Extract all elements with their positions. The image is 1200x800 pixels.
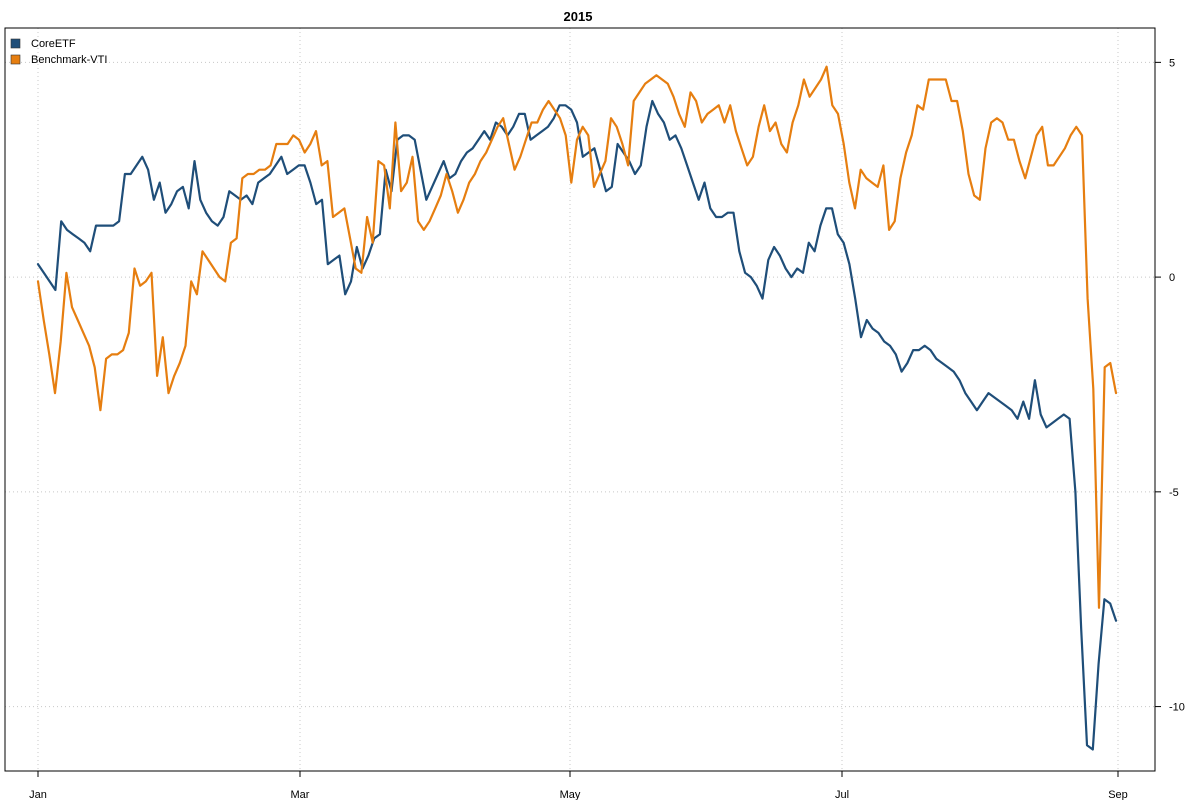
x-tick-label: Mar	[291, 789, 310, 800]
x-tick-label: Sep	[1108, 789, 1128, 800]
legend-label: Benchmark-VTI	[31, 54, 107, 66]
legend: CoreETF Benchmark-VTI	[10, 38, 107, 66]
legend-swatch	[10, 38, 21, 49]
y-tick-label: 0	[1169, 272, 1175, 284]
legend-swatch	[10, 54, 21, 65]
x-tick-label: Jul	[835, 789, 849, 800]
x-tick-label: Jan	[29, 789, 47, 800]
y-tick-label: 5	[1169, 57, 1175, 69]
y-tick-label: -10	[1169, 702, 1185, 714]
series-lines	[36, 65, 1118, 751]
series-line-benchmark-vti	[36, 65, 1118, 609]
chart-title: 2015	[564, 9, 593, 24]
axes: Jan Mar May Jul Sep -10 -5 0 5	[4, 27, 1185, 800]
legend-label: CoreETF	[31, 38, 76, 50]
plot-border	[4, 27, 1156, 772]
series-line-coreetf	[36, 99, 1118, 751]
x-tick-label: May	[560, 789, 581, 800]
y-tick-label: -5	[1169, 487, 1179, 499]
